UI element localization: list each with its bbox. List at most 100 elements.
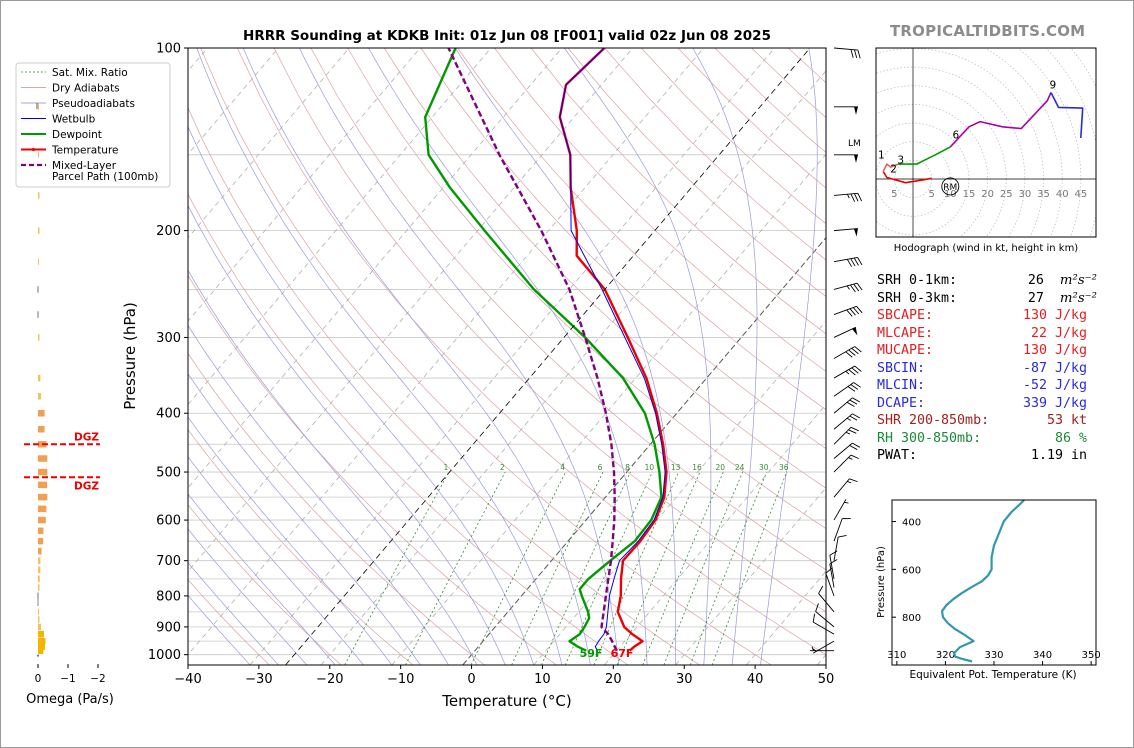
omega-tick-label: −1 <box>60 673 75 685</box>
barb-full <box>848 369 856 376</box>
barb-full <box>838 535 847 538</box>
y-tick-label: 700 <box>156 554 181 569</box>
y-tick-label: 900 <box>156 620 181 635</box>
barb-staff <box>833 413 853 430</box>
stat-label: MUCAPE: <box>877 343 934 358</box>
barb-full <box>852 397 861 403</box>
barb-full <box>850 193 856 202</box>
stat-row: PWAT: 1.19 in <box>877 447 1097 465</box>
wind-barb <box>833 454 859 473</box>
barb-full <box>849 399 858 405</box>
y-tick-label: 100 <box>156 42 181 57</box>
barb-half <box>846 285 850 290</box>
moist-adiabat-line <box>564 48 712 665</box>
mixing-ratio-label: 4 <box>560 463 565 472</box>
stat-row: RH 300-850mb: 86 % <box>877 430 1097 448</box>
moist-adiabat-line <box>188 416 393 665</box>
barb-staff <box>833 282 858 290</box>
legend: Sat. Mix. Ratio Dry Adiabats Pseudoadiabat… <box>15 62 171 188</box>
barb-staff <box>833 478 850 498</box>
wind-barb <box>833 397 861 414</box>
omega-bar <box>38 227 40 234</box>
omega-bar <box>38 637 46 645</box>
mixing-ratio-line <box>711 471 788 665</box>
barb-full <box>849 478 858 483</box>
dry-adiabat-line <box>310 48 826 571</box>
legend-swatch-marker <box>31 147 36 152</box>
x-tick-label: −20 <box>316 672 343 687</box>
barb-full <box>856 282 863 291</box>
barb-full <box>852 442 861 448</box>
barb-full <box>849 444 858 450</box>
legend-label: Parcel Path (100mb) <box>52 171 158 183</box>
dry-adiabat-line <box>188 579 270 665</box>
legend-label: Mixed-Layer <box>52 160 117 172</box>
barb-full <box>850 49 854 58</box>
legend-label: Sat. Mix. Ratio <box>52 67 128 79</box>
barb-full <box>825 567 833 574</box>
legend-label: Temperature <box>51 145 119 157</box>
mixing-ratio-label: 16 <box>692 463 702 472</box>
mixing-ratio-label: 1 <box>444 463 449 472</box>
barb-staff <box>833 397 853 414</box>
barb-full <box>857 193 863 202</box>
barb-staff <box>833 257 858 263</box>
x-tick-label: −10 <box>387 672 414 687</box>
wind-barb <box>834 154 858 163</box>
dry-adiabat-line <box>188 352 485 665</box>
wind-barb <box>834 106 858 115</box>
dry-adiabat-line <box>530 48 826 335</box>
dry-adiabat-line <box>384 48 826 489</box>
omega-bar <box>38 151 39 159</box>
omega-bar <box>38 481 47 489</box>
omega-bar <box>38 103 39 111</box>
dry-adiabat-line <box>494 48 826 372</box>
y-tick-label: 1000 <box>148 648 181 663</box>
moist-adiabat-line <box>188 456 364 665</box>
axis-ticks: −40 −30 −20 −10 0 10 20 30 40 50 1000 900 800 700 600 5… <box>148 42 834 688</box>
barb-staff <box>815 611 835 628</box>
lm-label: LM <box>848 139 861 149</box>
stat-row: SHR 200-850mb: 53 kt <box>877 412 1097 430</box>
omega-bar <box>38 516 46 524</box>
omega-bar <box>38 547 42 555</box>
dry-adiabat-line <box>420 48 826 450</box>
omega-tick-label: 0 <box>35 673 42 685</box>
y-tick-label: 600 <box>156 514 181 529</box>
wind-barb <box>825 567 835 597</box>
barb-flag <box>854 154 858 163</box>
wind-barb <box>833 442 861 459</box>
omega-bar <box>38 575 40 583</box>
mixing-ratio-label: 36 <box>779 463 789 472</box>
barb-full <box>854 365 862 372</box>
wind-barb <box>833 413 861 430</box>
barb-full <box>850 384 859 390</box>
moist-adiabat-line <box>188 204 506 665</box>
barb-staff <box>812 621 835 635</box>
barb-staff <box>818 593 835 613</box>
stats-table: SRH 0-1km: 26 m²s⁻² SRH 0-3km: 27 m²s⁻² SBCA… <box>877 272 1097 465</box>
omega-bar <box>37 311 39 318</box>
dry-adiabat-line <box>237 48 826 656</box>
barb-staff <box>833 442 853 459</box>
barb-flag <box>852 327 858 336</box>
omega-bar <box>38 334 40 341</box>
x-tick-label: −40 <box>174 672 201 687</box>
legend-label: Dry Adiabats <box>52 83 120 95</box>
x-tick-label: 20 <box>605 672 622 687</box>
barb-full <box>857 257 863 266</box>
mixing-ratio-label: 10 <box>645 463 655 472</box>
stat-label: SRH 0-1km: <box>877 273 958 288</box>
barb-full <box>815 603 819 612</box>
wind-barb <box>815 603 835 628</box>
stat-unit: m²s⁻² <box>1059 273 1097 288</box>
barb-staff <box>833 192 858 196</box>
barb-full <box>853 257 859 266</box>
y-tick-label: 300 <box>156 331 181 346</box>
wind-barb <box>818 585 835 613</box>
moist-adiabat-line <box>188 528 308 665</box>
stat-label: PWAT: <box>877 448 918 463</box>
stat-row: MLCAPE: 22 J/kg <box>877 325 1097 343</box>
wind-barb <box>833 47 861 59</box>
